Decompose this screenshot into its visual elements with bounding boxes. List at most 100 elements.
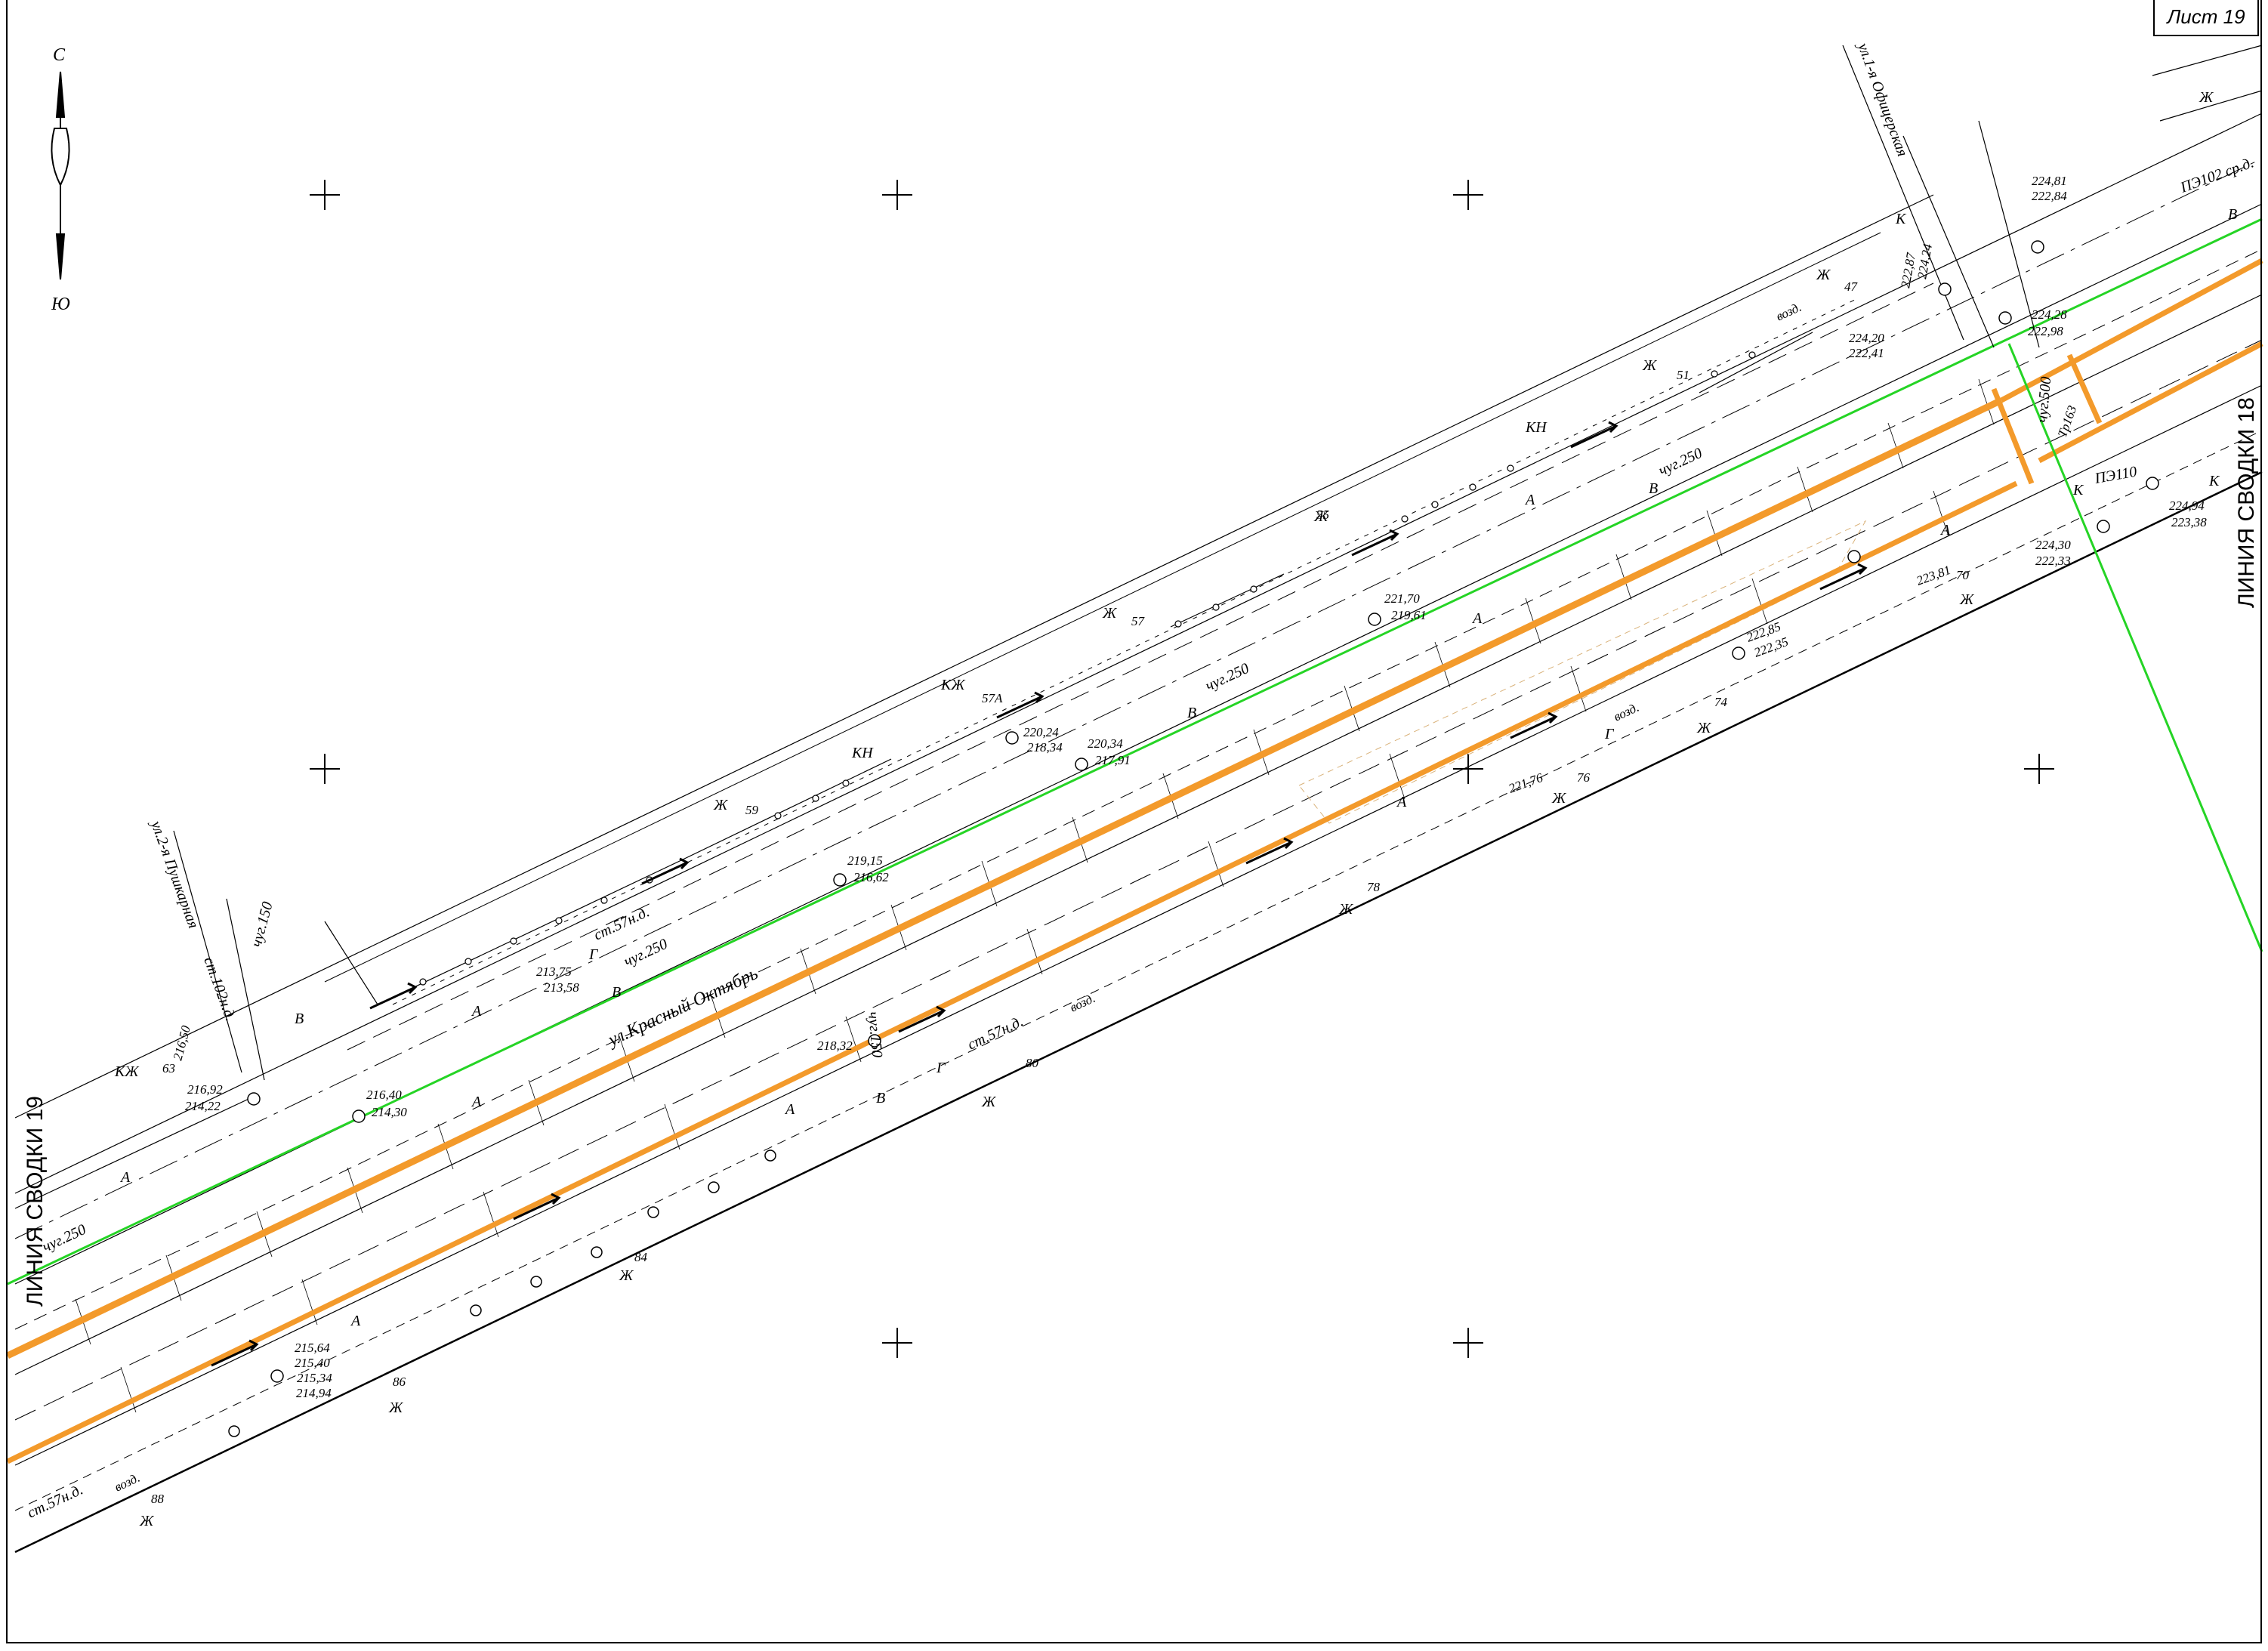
elevation-label: 214,22 (185, 1099, 221, 1113)
elevation-label: 224,20 (1849, 331, 1884, 345)
grid-crosses (310, 180, 2054, 1358)
pipe-label: чуг.150 (248, 900, 276, 949)
utility-code: Г (1604, 726, 1615, 742)
elevation-label: 223,38 (2171, 515, 2207, 529)
south-label: Ю (51, 295, 70, 314)
building-number: 63 (162, 1061, 175, 1075)
building-number: 57А (982, 691, 1003, 705)
elevation-label: 216,62 (853, 870, 889, 884)
traffic-arrows (211, 421, 1868, 1367)
grid-cross (1453, 754, 1483, 784)
building-type: Ж (1551, 790, 1567, 807)
north-arrow-icon (51, 71, 70, 280)
building-type: Ж (1313, 508, 1329, 525)
grid-cross (882, 180, 912, 210)
building-type: КЖ (940, 677, 966, 693)
street-corridor (14, 113, 2263, 1554)
utility-code: А (471, 1003, 482, 1020)
building-type: КН (1525, 419, 1547, 436)
elevation-label: 215,64 (295, 1341, 330, 1355)
elevation-label: 224,81 (2032, 174, 2067, 188)
elevation-label: 222,33 (2035, 554, 2071, 568)
north-label: С (53, 45, 66, 65)
elevation-label: 220,24 (1023, 725, 1059, 739)
utility-code: А (119, 1169, 131, 1186)
elevation-label: 215,40 (295, 1356, 330, 1370)
building-type: Ж (981, 1094, 997, 1110)
elevation-label: 224,94 (2169, 498, 2205, 513)
pipe-label: ст.57н.д. (965, 1013, 1026, 1053)
elevation-label: 218,34 (1027, 740, 1063, 755)
building-type: Ж (713, 797, 729, 813)
grid-cross (882, 1328, 912, 1358)
elevation-label: 222,41 (1849, 346, 1884, 360)
utility-code: А (350, 1313, 361, 1329)
building-number: 76 (1577, 770, 1591, 785)
building-type: Ж (1642, 357, 1658, 374)
pipe-label: чуг.500 (2034, 376, 2054, 424)
pipe-label: ст.57н.д. (591, 903, 653, 943)
elevation-label: 218,32 (817, 1038, 853, 1053)
building-type: КН (851, 745, 874, 761)
utility-code: В (1187, 705, 1196, 721)
elevation-label: 224,28 (2032, 307, 2067, 322)
utility-code: К (1895, 211, 1907, 227)
building-type: Ж (1338, 901, 1354, 918)
utility-code: А (1471, 610, 1483, 627)
grid-cross (1453, 1328, 1483, 1358)
construction-zone (1298, 520, 1867, 824)
utility-code: А (1939, 522, 1951, 539)
building-type: Ж (388, 1399, 404, 1416)
building-number: 80 (1026, 1056, 1039, 1070)
building-type: Ж (2199, 89, 2214, 106)
elevation-label: 222,87 (1898, 251, 1918, 289)
building-number: 57 (1131, 614, 1146, 628)
elevation-label: 219,15 (847, 853, 883, 868)
grid-cross (310, 754, 340, 784)
elevation-label: 221,76 (1507, 770, 1545, 796)
elevation-label: 219,61 (1391, 608, 1427, 622)
red-line-boundary (7, 218, 2263, 1285)
utility-code: Г (588, 946, 599, 963)
building-number: 78 (1367, 880, 1381, 894)
manhole-icons (247, 240, 2159, 1383)
gas-main-line (6, 258, 2263, 1464)
elevation-label: 216,40 (366, 1088, 402, 1102)
elevation-label: 222,84 (2032, 189, 2067, 203)
pipe-label: возд. (113, 1470, 142, 1495)
tree-circles (228, 1150, 776, 1437)
building-number: 51 (1677, 368, 1689, 382)
elevation-label: 220,34 (1088, 736, 1123, 751)
match-line-right-label: ЛИНИЯ СВОДКИ 18 (2234, 397, 2259, 608)
side-streets (173, 45, 2263, 1081)
building-type: Ж (619, 1267, 634, 1284)
building-number: 47 (1844, 279, 1859, 294)
elevation-label: 216,50 (171, 1023, 194, 1062)
elevation-label: 214,94 (296, 1386, 332, 1400)
elevation-label: 217,91 (1095, 753, 1131, 767)
grid-cross (2024, 754, 2054, 784)
elevation-label: 222,98 (2028, 324, 2063, 338)
pipe-label: ПЭ102 ср.д. (2177, 154, 2256, 196)
utility-code: В (876, 1090, 885, 1106)
elevation-label: 215,34 (297, 1371, 332, 1385)
utility-code: В (612, 984, 621, 1001)
utility-code: К (2208, 473, 2220, 489)
elevation-label: 224,24 (1915, 242, 1935, 280)
utility-code: В (1649, 480, 1658, 497)
pipe-label: чуг.250 (622, 936, 671, 971)
utility-code: А (471, 1094, 482, 1110)
building-type: Ж (1696, 720, 1712, 736)
building-type: КЖ (114, 1063, 140, 1080)
elevation-label: 213,75 (536, 964, 572, 979)
building-number: 88 (151, 1492, 165, 1506)
fence-posts (419, 351, 1756, 986)
grid-cross (310, 180, 340, 210)
pipe-label: чуг.250 (1656, 445, 1705, 480)
sheet-number-label: Лист 19 (2153, 0, 2259, 36)
pipe-label: ПЭ110 (2093, 464, 2138, 488)
pipe-label: возд. (1068, 991, 1097, 1015)
pipe-label: возд. (1612, 700, 1641, 724)
elevation-label: 213,58 (544, 980, 579, 995)
